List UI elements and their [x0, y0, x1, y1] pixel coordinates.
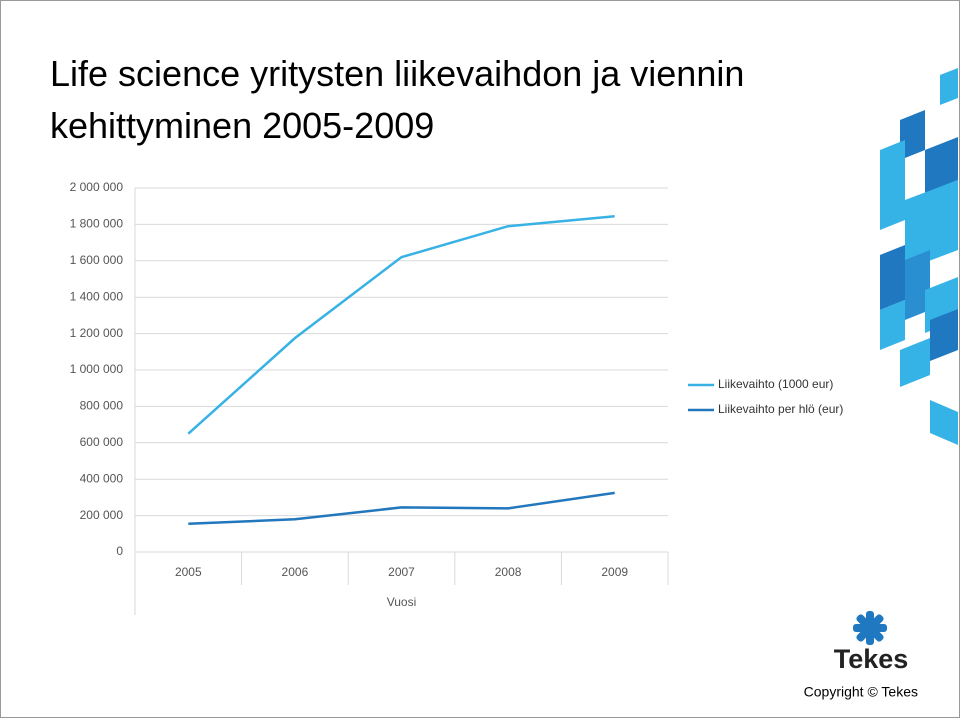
legend-label: Liikevaihto (1000 eur): [718, 377, 833, 391]
y-tick-label: 1 400 000: [70, 289, 124, 303]
y-tick-label: 600 000: [80, 435, 124, 449]
x-tick-label: 2006: [282, 565, 309, 579]
y-tick-label: 1 000 000: [70, 362, 124, 376]
y-tick-label: 1 200 000: [70, 326, 124, 340]
legend-label: Liikevaihto per hlö (eur): [718, 402, 843, 416]
y-tick-label: 200 000: [80, 508, 124, 522]
y-tick-label: 1 800 000: [70, 217, 124, 231]
tekes-logo: Tekes: [834, 611, 909, 674]
x-axis-label: Vuosi: [387, 595, 417, 609]
copyright: Copyright © Tekes: [804, 684, 918, 700]
slide-title: Life science yritysten liikevaihdon ja v…: [50, 53, 744, 146]
y-tick-label: 800 000: [80, 399, 124, 413]
line-series: [188, 491, 615, 526]
logo-text: Tekes: [834, 644, 909, 674]
x-tick-label: 2008: [495, 565, 522, 579]
y-tick-label: 0: [116, 544, 123, 558]
y-tick-label: 2 000 000: [70, 180, 124, 194]
decoration: [880, 68, 958, 445]
y-tick-label: 1 600 000: [70, 253, 124, 267]
x-tick-label: 2005: [175, 565, 202, 579]
y-tick-label: 400 000: [80, 471, 124, 485]
x-tick-label: 2009: [601, 565, 628, 579]
x-tick-label: 2007: [388, 565, 415, 579]
line-series: [187, 214, 615, 435]
